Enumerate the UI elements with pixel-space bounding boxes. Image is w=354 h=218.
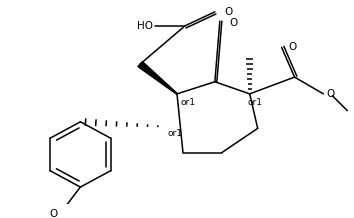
Text: O: O bbox=[230, 18, 238, 28]
Text: or1: or1 bbox=[248, 98, 263, 107]
Polygon shape bbox=[138, 62, 177, 94]
Text: or1: or1 bbox=[167, 129, 182, 138]
Text: O: O bbox=[326, 89, 335, 99]
Text: O: O bbox=[49, 209, 57, 218]
Text: or1: or1 bbox=[181, 98, 196, 107]
Text: HO: HO bbox=[137, 21, 153, 31]
Text: O: O bbox=[289, 42, 297, 52]
Text: O: O bbox=[225, 7, 233, 17]
